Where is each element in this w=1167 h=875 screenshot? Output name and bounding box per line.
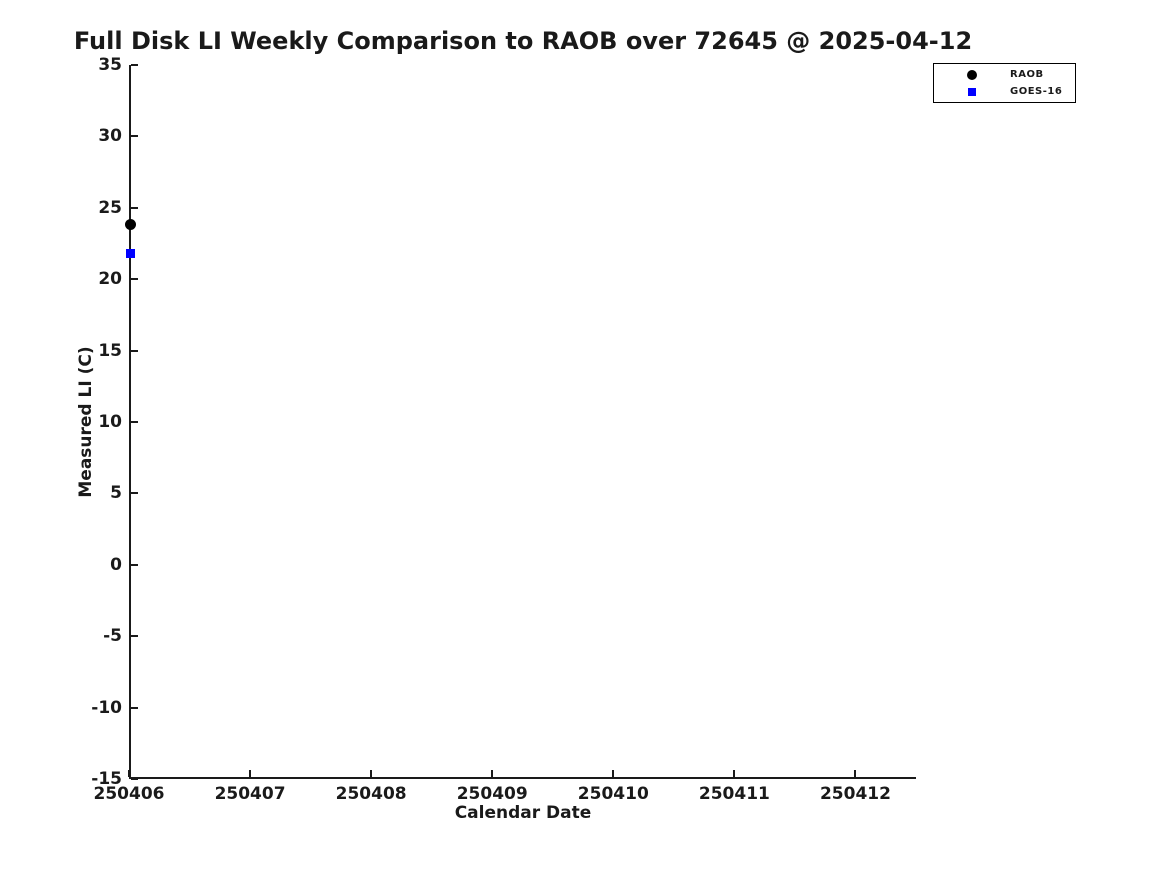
plot-area: 35 30 25 20 15 10 5 0 -5 -10 -15 250406 250407 250408… (91, 55, 916, 804)
y-axis-spine (129, 65, 131, 779)
chart-title: Full Disk LI Weekly Comparison to RAOB o… (73, 27, 973, 55)
x-tick-label: 250406 (93, 784, 165, 804)
y-tick-label: 0 (110, 554, 122, 575)
legend-marker-cell (934, 87, 1010, 96)
x-tick-mark (854, 770, 857, 777)
y-tick-mark (131, 278, 138, 281)
goes-16-square-marker-icon (968, 87, 976, 96)
data-point-goes-16 (125, 248, 135, 258)
y-tick-label: 20 (98, 269, 122, 290)
y-tick-label: -5 (103, 626, 122, 647)
y-tick-label: 5 (110, 483, 122, 504)
legend-label-goes-16: GOES-16 (1010, 86, 1063, 97)
y-tick-label: 35 (98, 55, 122, 75)
x-tick-mark (128, 770, 130, 777)
x-tick-label: 250411 (698, 784, 770, 804)
y-tick-mark (131, 64, 138, 66)
y-tick-mark (131, 349, 138, 352)
y-tick-mark (131, 563, 138, 566)
y-tick-label: 25 (98, 197, 122, 218)
raob-circle-marker-icon (967, 69, 977, 80)
x-tick-mark (612, 770, 615, 777)
x-tick-mark (249, 770, 252, 777)
legend-item-goes-16: GOES-16 (934, 83, 1075, 100)
y-tick-label: -10 (91, 697, 122, 718)
x-tick-label: 250412 (819, 784, 891, 804)
legend: RAOB GOES-16 (933, 63, 1076, 103)
y-tick-label: 15 (98, 340, 122, 361)
y-tick-mark (131, 492, 138, 495)
x-axis-spine (129, 777, 916, 779)
x-tick-label: 250408 (335, 784, 407, 804)
data-point-raob (124, 219, 136, 231)
x-tick-label: 250407 (214, 784, 286, 804)
y-tick-mark (131, 778, 138, 780)
legend-item-raob: RAOB (934, 66, 1075, 83)
legend-label-raob: RAOB (1010, 69, 1044, 80)
y-tick-label: 30 (98, 126, 122, 147)
x-tick-mark (370, 770, 373, 777)
x-axis-label: Calendar Date (454, 803, 592, 823)
x-tick-mark (491, 770, 494, 777)
y-tick-mark (131, 135, 138, 138)
x-tick-label: 250409 (456, 784, 528, 804)
y-tick-label: 10 (98, 412, 122, 432)
legend-marker-cell (934, 69, 1010, 80)
y-tick-mark (131, 635, 138, 638)
y-axis-label: Measured LI (C) (76, 346, 96, 498)
x-tick-mark (733, 770, 736, 777)
y-tick-mark (131, 421, 138, 423)
y-tick-mark (131, 706, 138, 709)
y-tick-label: -15 (91, 769, 122, 789)
y-tick-mark (131, 206, 138, 209)
x-tick-label: 250410 (577, 784, 649, 804)
